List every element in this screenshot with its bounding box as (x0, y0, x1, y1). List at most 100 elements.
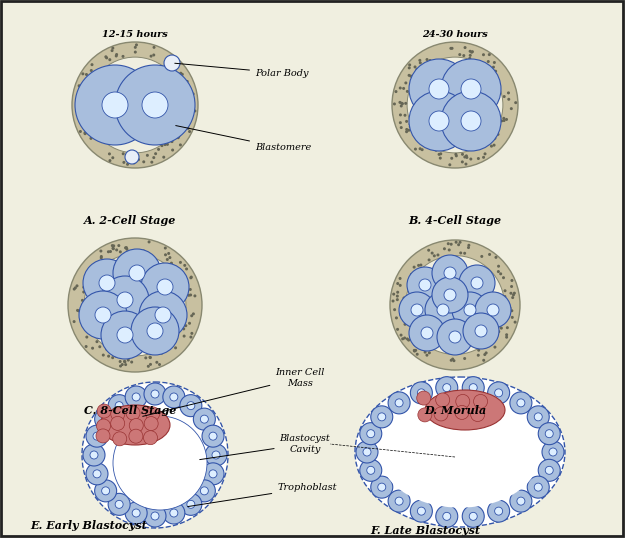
Circle shape (142, 92, 168, 118)
Circle shape (149, 356, 152, 359)
Circle shape (96, 340, 99, 343)
Circle shape (480, 255, 483, 258)
Circle shape (470, 51, 473, 54)
Circle shape (131, 250, 134, 253)
Circle shape (84, 132, 87, 135)
Circle shape (164, 246, 167, 250)
Circle shape (179, 144, 182, 146)
Circle shape (89, 137, 92, 140)
Circle shape (147, 323, 163, 339)
Circle shape (409, 123, 411, 125)
Circle shape (107, 250, 110, 253)
Circle shape (403, 336, 406, 339)
Circle shape (411, 274, 414, 278)
Circle shape (436, 377, 457, 399)
Circle shape (464, 162, 468, 166)
Circle shape (96, 261, 99, 265)
Circle shape (404, 114, 406, 117)
Circle shape (399, 87, 402, 89)
Circle shape (494, 70, 497, 73)
Circle shape (183, 264, 186, 267)
Circle shape (90, 451, 98, 459)
Circle shape (388, 392, 410, 414)
Circle shape (502, 276, 505, 279)
Circle shape (144, 505, 166, 527)
Circle shape (76, 285, 79, 287)
Circle shape (363, 448, 371, 456)
Circle shape (102, 487, 109, 495)
Circle shape (84, 323, 86, 326)
Circle shape (102, 353, 105, 357)
Circle shape (189, 288, 192, 291)
Circle shape (402, 296, 406, 300)
Circle shape (102, 92, 128, 118)
Circle shape (72, 288, 76, 291)
Circle shape (508, 98, 510, 101)
Circle shape (458, 53, 461, 56)
Circle shape (93, 134, 96, 137)
Circle shape (146, 407, 159, 421)
Circle shape (506, 326, 509, 329)
Circle shape (147, 365, 150, 368)
Circle shape (461, 160, 464, 164)
Circle shape (91, 63, 94, 66)
Circle shape (151, 161, 153, 164)
Circle shape (542, 441, 564, 463)
Circle shape (484, 152, 486, 155)
Circle shape (482, 63, 485, 66)
Circle shape (99, 275, 115, 291)
Circle shape (538, 423, 560, 445)
Circle shape (168, 256, 171, 259)
Circle shape (436, 253, 439, 257)
Circle shape (118, 244, 121, 247)
Circle shape (132, 509, 140, 517)
Circle shape (170, 393, 178, 401)
Circle shape (185, 267, 188, 271)
Circle shape (187, 89, 190, 92)
Circle shape (477, 354, 480, 357)
Circle shape (157, 279, 173, 295)
Circle shape (431, 252, 434, 254)
Circle shape (85, 131, 88, 134)
Circle shape (132, 393, 140, 401)
Circle shape (378, 413, 386, 421)
Circle shape (129, 429, 143, 443)
Circle shape (418, 68, 420, 71)
Circle shape (184, 324, 188, 327)
Circle shape (450, 359, 452, 362)
Circle shape (514, 321, 517, 324)
Circle shape (176, 136, 179, 139)
Circle shape (186, 103, 189, 107)
Circle shape (201, 415, 208, 423)
Circle shape (192, 93, 194, 95)
Circle shape (511, 309, 513, 312)
Circle shape (157, 148, 160, 151)
Circle shape (111, 47, 114, 49)
Circle shape (115, 249, 118, 251)
Text: 24-30 hours: 24-30 hours (422, 30, 488, 39)
Circle shape (510, 490, 532, 512)
Circle shape (407, 57, 503, 153)
Circle shape (122, 161, 126, 164)
Circle shape (152, 53, 155, 56)
Circle shape (91, 346, 94, 350)
Circle shape (360, 423, 382, 445)
Circle shape (146, 154, 149, 157)
Circle shape (182, 110, 185, 112)
Circle shape (488, 53, 491, 56)
Circle shape (111, 49, 114, 52)
Circle shape (425, 292, 461, 328)
Circle shape (149, 356, 151, 359)
Circle shape (187, 402, 195, 409)
Circle shape (126, 251, 129, 253)
Circle shape (109, 159, 111, 162)
Circle shape (177, 134, 181, 138)
Circle shape (464, 46, 466, 49)
Circle shape (463, 252, 466, 255)
Circle shape (474, 394, 488, 408)
Circle shape (406, 90, 409, 93)
Circle shape (81, 299, 84, 302)
Circle shape (191, 332, 193, 335)
Circle shape (108, 395, 130, 416)
Circle shape (182, 328, 185, 330)
